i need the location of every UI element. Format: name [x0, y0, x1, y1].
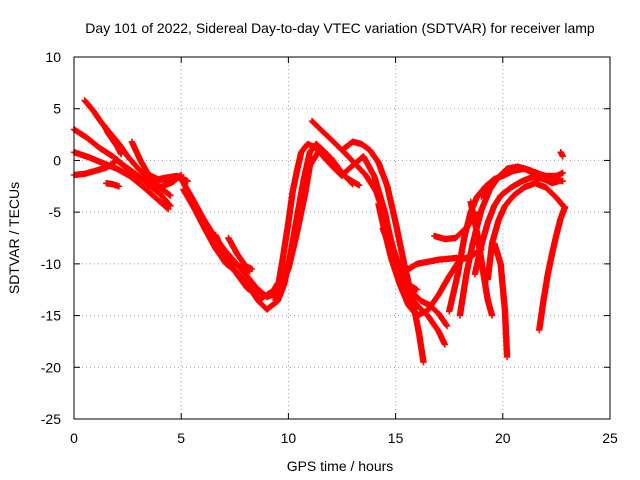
- grid-lines: [74, 57, 610, 419]
- y-axis-label: SDTVAR / TECUs: [6, 182, 22, 294]
- series-markers: [103, 180, 123, 190]
- series-markers: [491, 240, 511, 361]
- series-arc-18: [338, 138, 427, 366]
- series-arc-31: [557, 149, 567, 160]
- series-arc-5: [100, 122, 125, 158]
- x-tick-label: 5: [177, 430, 185, 446]
- series-arc-6: [103, 180, 123, 190]
- y-tick-label: -10: [41, 256, 61, 272]
- y-tick-label: -20: [41, 359, 61, 375]
- chart-title: Day 101 of 2022, Sidereal Day-to-day VTE…: [85, 20, 595, 36]
- series-arc-15: [272, 140, 346, 304]
- y-tick-label: 5: [53, 101, 61, 117]
- data-markers: [70, 97, 569, 366]
- series-markers: [536, 203, 569, 334]
- series-arc-30: [536, 203, 569, 334]
- x-tick-label: 0: [70, 430, 78, 446]
- series-markers: [478, 164, 554, 200]
- series-arc-29: [478, 164, 554, 200]
- series-arc-21: [396, 254, 464, 273]
- y-tick-label: -25: [41, 411, 61, 427]
- y-tick-label: -15: [41, 308, 61, 324]
- series-arc-8: [141, 169, 176, 184]
- x-tick-label: 10: [281, 430, 297, 446]
- series-markers: [557, 149, 567, 160]
- series-markers: [338, 138, 427, 366]
- series-markers: [396, 254, 464, 273]
- series-markers: [308, 117, 451, 330]
- series-markers: [220, 256, 254, 275]
- x-tick-label: 15: [388, 430, 404, 446]
- series-markers: [141, 169, 176, 184]
- x-axis-label: GPS time / hours: [287, 458, 394, 474]
- series-arc-28: [491, 240, 511, 361]
- y-tick-label: -5: [49, 204, 62, 220]
- series-arc-13: [220, 256, 254, 275]
- y-tick-label: 0: [53, 152, 61, 168]
- y-tick-label: 10: [45, 49, 61, 65]
- x-tick-label: 25: [602, 430, 618, 446]
- plot-frame: [73, 56, 611, 420]
- series-arc-16: [308, 117, 451, 330]
- axis-ticks: 0 5 10 15 20 25 -25 -20 -15 -10 -5 0 5 10: [41, 49, 618, 446]
- series-markers: [100, 122, 125, 158]
- series-markers: [272, 140, 346, 304]
- x-tick-label: 20: [495, 430, 511, 446]
